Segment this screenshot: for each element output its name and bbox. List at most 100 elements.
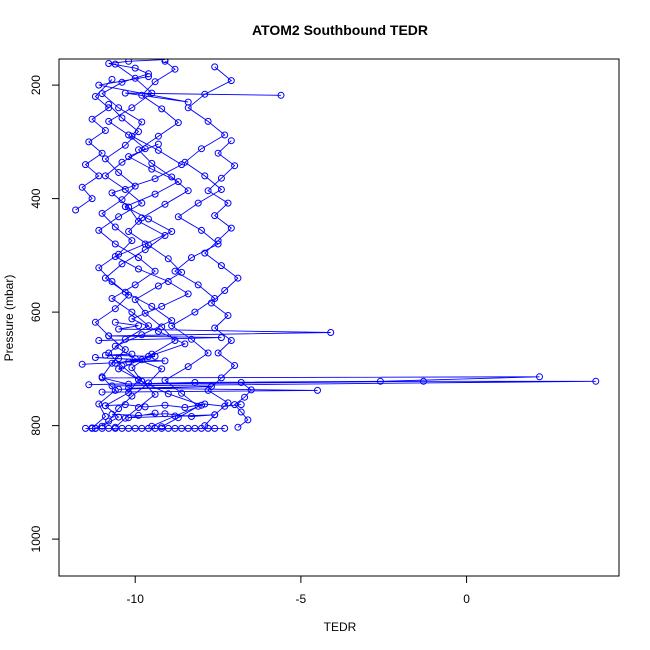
- x-tick-label: -5: [296, 592, 307, 606]
- data-point: [115, 385, 123, 393]
- data-point: [327, 329, 335, 336]
- data-point: [237, 401, 245, 409]
- data-point: [154, 282, 162, 290]
- data-point: [231, 362, 239, 369]
- data-point: [115, 325, 123, 333]
- data-point: [191, 424, 199, 432]
- data-point: [207, 383, 215, 390]
- data-point: [592, 377, 600, 385]
- data-point: [161, 232, 169, 239]
- series: [78, 350, 169, 368]
- data-point: [174, 178, 182, 186]
- data-point: [217, 174, 225, 182]
- data-point: [105, 117, 113, 125]
- data-point: [95, 264, 103, 272]
- data-point: [227, 224, 235, 232]
- data-point: [237, 408, 245, 416]
- data-point: [141, 240, 149, 248]
- data-point: [128, 364, 136, 372]
- data-point: [131, 182, 139, 190]
- series-line: [98, 63, 156, 427]
- data-point: [125, 380, 133, 388]
- data-point: [181, 404, 189, 411]
- data-point: [118, 158, 126, 166]
- x-tick-label: -10: [127, 592, 145, 606]
- data-point: [207, 299, 215, 307]
- data-point: [188, 254, 195, 262]
- data-point: [221, 424, 229, 432]
- data-point: [145, 73, 152, 81]
- data-point: [168, 317, 176, 325]
- data-point: [135, 411, 142, 419]
- data-point: [314, 386, 321, 394]
- data-point: [125, 153, 133, 161]
- data-point: [201, 172, 209, 180]
- data-point: [214, 237, 222, 245]
- data-point: [121, 89, 129, 97]
- series-line: [102, 386, 318, 393]
- series-line: [91, 104, 140, 429]
- data-point: [135, 254, 142, 262]
- data-point: [125, 291, 133, 299]
- data-point: [131, 64, 139, 72]
- data-point: [211, 411, 219, 419]
- data-point: [85, 381, 93, 389]
- data-point: [128, 315, 136, 323]
- y-tick-label: 600: [29, 302, 43, 322]
- data-point: [85, 138, 93, 146]
- data-point: [131, 296, 139, 304]
- data-point: [121, 346, 129, 354]
- y-tick-label: 800: [29, 415, 43, 435]
- data-point: [198, 226, 205, 234]
- series-line: [111, 412, 215, 419]
- data-point: [108, 189, 116, 197]
- data-point: [164, 278, 172, 285]
- data-point: [211, 295, 219, 302]
- data-point: [158, 302, 166, 310]
- data-point: [128, 350, 136, 358]
- data-point: [111, 424, 119, 432]
- data-point: [91, 354, 99, 361]
- data-point: [95, 81, 103, 89]
- data-point: [98, 374, 106, 382]
- data-point: [88, 115, 96, 123]
- data-point: [98, 149, 106, 157]
- data-point: [204, 187, 212, 195]
- data-point: [118, 260, 126, 268]
- data-point: [204, 117, 212, 125]
- data-point: [174, 213, 182, 221]
- data-point: [91, 318, 99, 326]
- data-point: [188, 413, 195, 420]
- data-point: [111, 60, 119, 68]
- data-point: [125, 384, 133, 392]
- data-point: [105, 424, 113, 432]
- data-point: [118, 78, 126, 86]
- series: [98, 383, 321, 396]
- y-axis-label: Pressure (mbar): [2, 275, 16, 362]
- data-point: [181, 158, 189, 166]
- data-point: [95, 172, 103, 180]
- data-point: [145, 215, 152, 223]
- data-point: [91, 424, 99, 432]
- data-point: [234, 274, 242, 282]
- data-point: [125, 358, 133, 366]
- data-point: [115, 405, 123, 413]
- data-point: [184, 187, 192, 195]
- data-point: [131, 424, 139, 432]
- data-point: [121, 401, 129, 409]
- series-line: [161, 66, 233, 428]
- data-point: [115, 213, 123, 221]
- data-point: [98, 424, 106, 432]
- data-point: [88, 424, 96, 432]
- data-point: [161, 410, 169, 418]
- data-point: [82, 161, 89, 169]
- data-point: [217, 262, 225, 270]
- data-point: [151, 424, 159, 432]
- data-point: [151, 352, 159, 360]
- y-tick-label: 400: [29, 188, 43, 208]
- data-point: [111, 305, 119, 313]
- data-point: [101, 413, 109, 420]
- series-line: [98, 321, 331, 341]
- series: [95, 60, 159, 430]
- data-point: [101, 402, 109, 410]
